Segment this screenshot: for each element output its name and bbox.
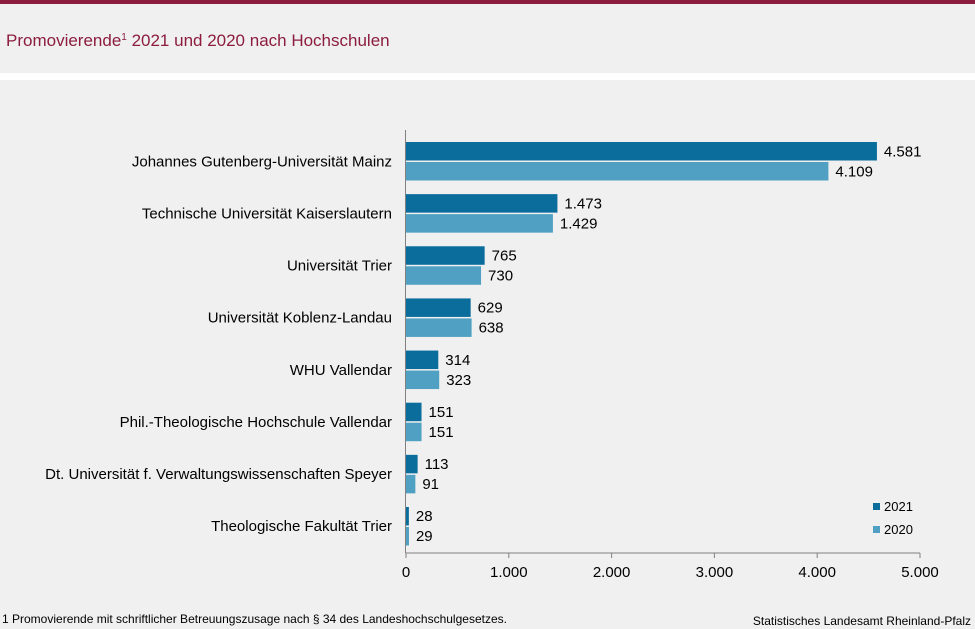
bar-2020 <box>406 422 422 442</box>
x-tick-label: 2.000 <box>593 564 631 581</box>
category-label: Johannes Gutenberg-Universität Mainz <box>132 153 392 170</box>
data-label-2021: 4.581 <box>884 143 922 160</box>
bar-2020 <box>406 526 409 546</box>
legend: 2021 2020 <box>873 496 913 542</box>
title-rest: 2021 und 2020 nach Hochschulen <box>126 31 390 50</box>
x-tick-label: 3.000 <box>696 564 734 581</box>
data-label-2021: 629 <box>478 300 503 317</box>
chart-title: Promovierende1 2021 und 2020 nach Hochsc… <box>6 31 390 51</box>
data-label-2020: 91 <box>422 476 439 493</box>
bar-2021 <box>406 506 409 526</box>
footnote: 1 Promovierende mit schriftlicher Betreu… <box>2 612 507 626</box>
legend-swatch-2021 <box>873 502 880 510</box>
bar-2021 <box>406 246 485 265</box>
legend-item-2020: 2020 <box>873 519 913 539</box>
x-tick-label: 0 <box>402 564 410 581</box>
bar-2020 <box>406 214 553 233</box>
bar-2021 <box>406 350 439 370</box>
title-text: Promovierende <box>6 31 122 50</box>
top-accent-bar <box>0 0 975 4</box>
legend-swatch-2020 <box>873 525 880 533</box>
legend-item-2021: 2021 <box>873 496 913 516</box>
data-label-2020: 151 <box>429 424 454 441</box>
data-label-2021: 113 <box>425 456 449 473</box>
title-footnote-mark: 1 <box>121 32 127 43</box>
data-label-2020: 1.429 <box>560 215 598 232</box>
data-label-2021: 314 <box>445 352 470 369</box>
category-label: WHU Vallendar <box>290 362 392 379</box>
data-label-2020: 323 <box>446 372 471 389</box>
data-label-2020: 4.109 <box>835 163 873 180</box>
bar-2020 <box>406 318 472 337</box>
x-tick-label: 1.000 <box>490 564 528 581</box>
category-label: Universität Koblenz-Landau <box>208 310 392 327</box>
data-label-2021: 151 <box>429 404 454 421</box>
data-label-2020: 29 <box>416 528 433 545</box>
legend-label-2020: 2020 <box>884 521 913 537</box>
data-label-2020: 638 <box>479 320 504 337</box>
bar-2021 <box>406 194 558 213</box>
bar-2020 <box>406 162 829 181</box>
category-label: Technische Universität Kaiserslautern <box>142 205 392 222</box>
bar-2020 <box>406 370 440 390</box>
data-label-2021: 28 <box>416 508 433 525</box>
data-label-2020: 730 <box>488 268 513 285</box>
title-divider <box>0 73 975 80</box>
category-label: Phil.-Theologische Hochschule Vallendar <box>120 414 392 431</box>
x-tick-label: 5.000 <box>901 564 939 581</box>
bar-2021 <box>406 454 418 474</box>
bar-2021 <box>406 402 422 422</box>
category-label: Dt. Universität f. Verwaltungswissenscha… <box>45 466 392 483</box>
bar-2021 <box>406 142 877 161</box>
legend-label-2021: 2021 <box>884 498 913 514</box>
category-label: Theologische Fakultät Trier <box>211 518 392 535</box>
source-credit: Statistisches Landesamt Rheinland-Pfalz <box>752 614 971 628</box>
bar-2021 <box>406 298 471 317</box>
data-label-2021: 765 <box>492 248 517 265</box>
x-tick-label: 4.000 <box>798 564 836 581</box>
bar-2020 <box>406 266 482 285</box>
bar-2020 <box>406 474 416 494</box>
data-label-2021: 1.473 <box>564 195 602 212</box>
category-label: Universität Trier <box>287 258 392 275</box>
bar-chart: 4.581 4.109 Johannes Gutenberg-Universität… <box>45 130 939 581</box>
